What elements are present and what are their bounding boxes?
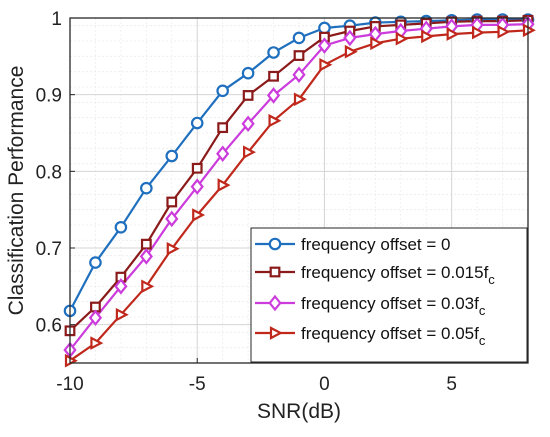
data-point-3 xyxy=(319,57,333,72)
x-tick-label: 5 xyxy=(446,374,457,395)
data-point-3 xyxy=(446,27,460,41)
data-point-3 xyxy=(421,29,435,44)
y-tick-label: 0.7 xyxy=(36,239,62,260)
x-tick-label: -5 xyxy=(189,374,206,395)
data-point-2 xyxy=(317,37,332,54)
data-point-0 xyxy=(89,256,102,269)
data-point-3 xyxy=(395,31,409,46)
data-point-2 xyxy=(292,66,306,83)
data-point-1 xyxy=(191,162,203,174)
data-point-3 xyxy=(522,23,536,38)
x-tick-label: -10 xyxy=(56,374,83,395)
data-point-1 xyxy=(217,122,229,134)
plot-frame xyxy=(69,17,529,364)
data-point-0 xyxy=(241,66,255,80)
data-point-1 xyxy=(242,90,254,101)
legend-marker-3 xyxy=(269,326,283,340)
y-tick-label: 0.8 xyxy=(36,162,62,183)
legend-label-3: frequency offset = 0.05fc xyxy=(301,324,486,348)
data-point-3 xyxy=(344,44,358,59)
data-point-0 xyxy=(267,46,280,59)
y-tick-label: 0.6 xyxy=(36,316,62,337)
data-point-3 xyxy=(370,36,384,51)
data-point-3 xyxy=(90,336,104,350)
data-point-3 xyxy=(166,241,180,256)
legend-marker-0 xyxy=(268,237,282,251)
legend-label-2: frequency offset = 0.03fc xyxy=(301,294,486,318)
legend-marker-2 xyxy=(268,294,282,312)
data-point-3 xyxy=(497,24,511,39)
data-point-1 xyxy=(268,70,279,82)
x-tick-label: 0 xyxy=(319,374,330,395)
data-point-3 xyxy=(217,178,231,192)
legend-marker-1 xyxy=(269,266,281,278)
legend-label-1: frequency offset = 0.015fc xyxy=(301,263,495,287)
data-point-2 xyxy=(266,87,281,104)
data-point-0 xyxy=(114,221,128,234)
data-point-0 xyxy=(216,84,229,98)
data-point-0 xyxy=(190,116,204,130)
data-point-0 xyxy=(140,181,153,195)
data-point-2 xyxy=(165,210,179,228)
data-point-0 xyxy=(292,31,306,45)
data-point-2 xyxy=(190,178,204,195)
data-point-1 xyxy=(166,196,178,208)
y-tick-label: 1 xyxy=(51,9,62,30)
data-point-0 xyxy=(318,21,331,35)
data-point-0 xyxy=(165,149,179,163)
y-axis-label: Classification Performance xyxy=(5,66,28,316)
data-point-2 xyxy=(241,115,255,133)
data-point-2 xyxy=(114,278,128,295)
legend: frequency offset = 0 frequency offset = 0… xyxy=(250,227,528,363)
data-point-3 xyxy=(243,145,256,159)
data-point-3 xyxy=(141,279,155,294)
data-point-3 xyxy=(192,208,206,222)
data-point-3 xyxy=(472,25,485,40)
data-point-3 xyxy=(115,307,129,322)
y-tick-label: 0.9 xyxy=(36,86,62,107)
data-point-3 xyxy=(293,92,307,107)
data-point-2 xyxy=(216,145,230,162)
x-axis-label: SNR(dB) xyxy=(257,400,341,423)
legend-label-0: frequency offset = 0 xyxy=(301,235,450,254)
data-point-1 xyxy=(140,238,152,250)
data-point-2 xyxy=(139,248,153,265)
data-point-3 xyxy=(268,113,282,128)
x-axis-ticks: -10 -5 0 5 xyxy=(56,358,457,395)
data-point-1 xyxy=(293,50,305,61)
data-point-2 xyxy=(88,309,103,327)
legend-box xyxy=(250,227,528,363)
data-point-2 xyxy=(343,29,357,47)
y-axis-ticks: 0.6 0.7 0.8 0.9 1 xyxy=(36,9,75,337)
